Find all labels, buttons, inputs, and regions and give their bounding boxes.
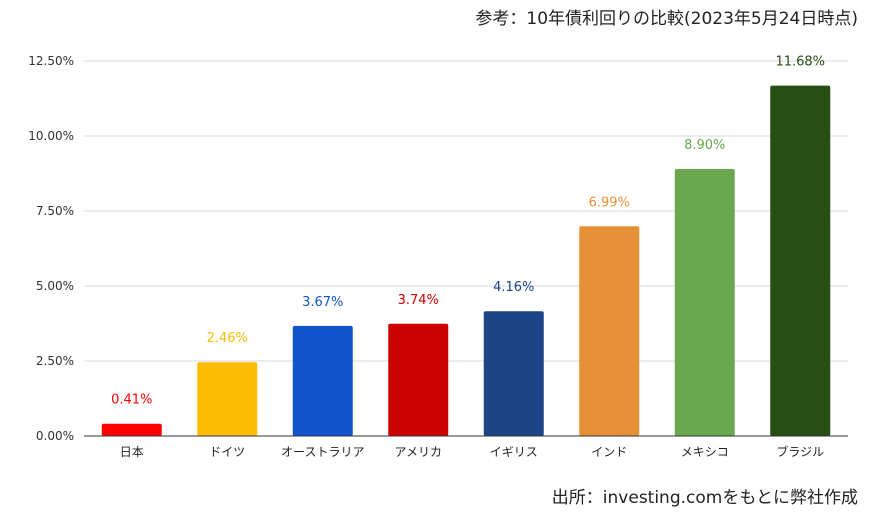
category-label: 日本 [120,445,144,459]
y-tick-label: 2.50% [36,354,74,368]
bar [674,169,735,436]
bar [579,226,640,436]
y-tick-label: 12.50% [28,54,74,68]
y-tick-label: 7.50% [36,204,74,218]
source-note: 出所：investing.comをもとに弊社作成 [551,488,858,508]
data-label: 6.99% [589,195,630,210]
data-label: 3.67% [302,295,343,310]
category-label: ドイツ [209,445,245,459]
category-label: イギリス [490,445,538,459]
bar [292,325,353,436]
data-label: 4.16% [493,280,534,295]
data-label: 2.46% [207,331,248,346]
data-label: 0.41% [111,393,152,408]
bar [483,311,544,436]
bar [101,423,162,436]
data-label: 8.90% [684,138,725,153]
category-label: ブラジル [776,444,824,459]
bar [770,85,831,436]
bar [388,323,449,436]
bars [101,85,831,436]
data-labels: 0.41% 2.46% 3.67% 3.74% 4.16% 6.99% 8.90% 11.68… [111,55,825,408]
category-label: オーストラリア [281,445,364,459]
data-label: 3.74% [398,293,439,308]
data-label: 11.68% [775,55,825,70]
bar [197,362,258,436]
header-note: 参考：10年債利回りの比較(2023年5月24日時点) [475,9,858,29]
y-tick-label: 0.00% [36,429,74,443]
category-label: メキシコ [681,445,729,459]
y-tick-label: 10.00% [28,129,74,143]
y-axis-ticks: 0.00% 2.50% 5.00% 7.50% 10.00% 12.50% [28,54,74,443]
y-tick-label: 5.00% [36,279,74,293]
category-labels: 日本 ドイツ オーストラリア アメリカ イギリス インド メキシコ ブラジル [120,444,824,459]
category-label: インド [591,445,627,459]
category-label: アメリカ [395,445,442,459]
